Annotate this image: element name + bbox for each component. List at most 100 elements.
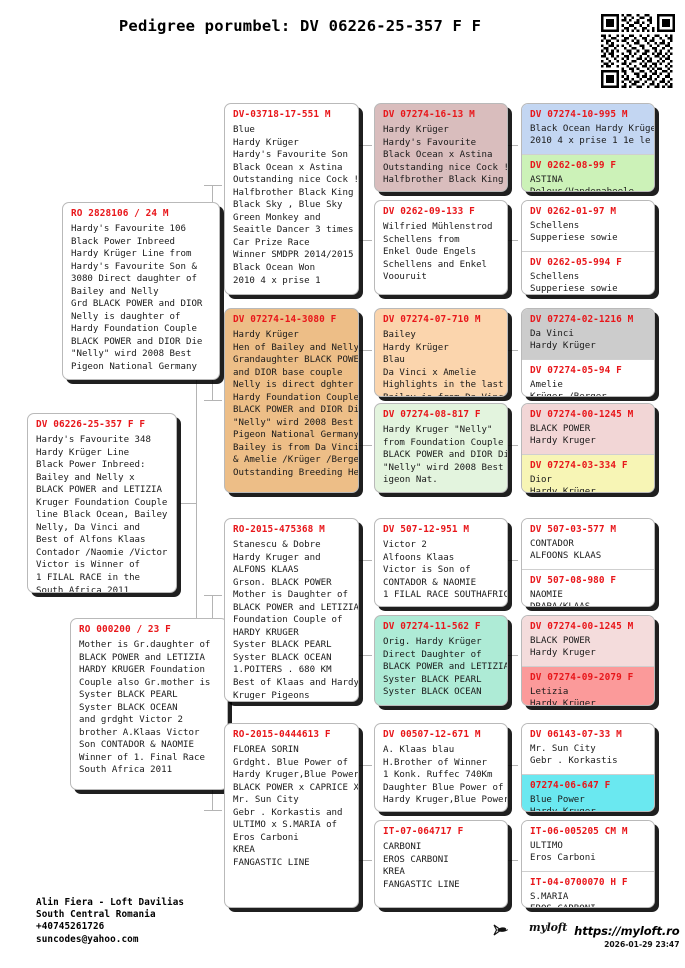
gen4-card-bottom[interactable]: DV 07274-09-2079 F Letizia Hardy Krüger xyxy=(522,665,654,705)
pigeon-text: NAOMIE DRAPA/KLAAS xyxy=(530,589,590,606)
pigeon-text: BLACK POWER Hardy Kruger xyxy=(530,636,596,659)
pigeon-text: Dior Hardy Krüger xyxy=(530,474,596,493)
brand-name: myloft xyxy=(529,921,568,934)
gen3-card-7[interactable]: DV 00507-12-671 M A. Klaas blau H.Brothe… xyxy=(374,723,508,812)
pigeon-id: DV 06143-07-33 M xyxy=(530,729,622,740)
gen3-card-6[interactable]: DV 07274-11-562 F Orig. Hardy Krüger Dir… xyxy=(374,615,508,706)
subject-id: DV 06226-25-357 F F xyxy=(36,419,146,430)
connector xyxy=(506,560,518,561)
pigeon-id: DV 0262-01-97 M xyxy=(530,206,617,217)
pigeon-text: Schellens Supperiese sowie xyxy=(530,221,618,244)
gen4-card-bottom[interactable]: IT-04-0700070 H F S.MARIA EROS CARBONI xyxy=(522,870,654,907)
connector xyxy=(358,240,372,241)
pigeon-text: Black Ocean Hardy Krüger 2010 4 x prise … xyxy=(530,124,654,147)
pigeon-id: RO 2828106 / 24 M xyxy=(71,208,169,219)
gen4-card-bottom[interactable]: DV 0262-08-99 F ASTINA Deleus/Vandenabee… xyxy=(522,153,654,191)
gen3-card-5[interactable]: DV 507-12-951 M Victor 2 Alfoons Klaas V… xyxy=(374,518,508,607)
connector xyxy=(196,503,197,700)
gen3-card-4[interactable]: DV 07274-08-817 F Hardy Kruger "Nelly" f… xyxy=(374,403,508,493)
pigeon-text: Mr. Sun City Gebr . Korkastis xyxy=(530,744,618,767)
gen4-card-bottom[interactable]: DV 507-08-980 F NAOMIE DRAPA/KLAAS xyxy=(522,568,654,606)
pigeon-text: Blue Power Hardy Kruger xyxy=(530,794,596,811)
connector xyxy=(358,350,372,351)
gen4-card-top[interactable]: IT-06-005205 CM M ULTIMO Eros Carboni xyxy=(522,821,654,871)
pigeon-text: Da Vinci Hardy Krüger xyxy=(530,329,596,352)
pigeon-text: FLOREA SORIN Grdght. Blue Power of Hardy… xyxy=(233,745,359,868)
pigeon-id: DV 07274-00-1245 M xyxy=(530,409,634,420)
pigeon-text: Hardy Krüger Hardy's Favourite Black Oce… xyxy=(383,125,507,186)
pigeon-id: DV 07274-07-710 M xyxy=(383,314,481,325)
connector xyxy=(506,765,518,766)
connector xyxy=(204,810,222,811)
pigeon-text: Stanescu & Dobre Hardy Kruger and ALFONS… xyxy=(233,540,359,701)
gen1-card-dam[interactable]: RO 000200 / 23 F Mother is Gr.daughter o… xyxy=(70,618,228,790)
gen3-card-8[interactable]: IT-07-064717 F CARBONI EROS CARBONI KREA… xyxy=(374,820,508,908)
gen4-pair-5[interactable]: DV 507-03-577 M CONTADOR ALFOONS KLAAS D… xyxy=(521,518,655,607)
site-credit: myloft https://myloft.ro 2026-01-29 23:4… xyxy=(492,920,680,949)
page-title: Pedigree porumbel: DV 06226-25-357 F F xyxy=(118,17,482,35)
gen4-pair-8[interactable]: IT-06-005205 CM M ULTIMO Eros Carboni IT… xyxy=(521,820,655,908)
gen1-card-sire[interactable]: RO 2828106 / 24 M Hardy's Favourite 106 … xyxy=(62,202,220,380)
connector xyxy=(358,765,372,766)
pigeon-id: DV 07274-11-562 F xyxy=(383,621,481,632)
owner-contact: Alin Fiera - Loft Davilias South Central… xyxy=(36,897,185,945)
pigeon-text: S.MARIA EROS CARBONI xyxy=(530,891,596,907)
pigeon-text: A. Klaas blau H.Brother of Winner 1 Konk… xyxy=(383,745,508,806)
gen4-pair-3[interactable]: DV 07274-02-1216 M Da Vinci Hardy Krüger… xyxy=(521,308,655,397)
gen4-card-top[interactable]: DV 06143-07-33 M Mr. Sun City Gebr . Kor… xyxy=(522,724,654,774)
pigeon-id: DV 0262-05-994 F xyxy=(530,256,622,268)
connector xyxy=(506,860,518,861)
pigeon-id: DV 07274-16-13 M xyxy=(383,109,475,120)
gen4-pair-7[interactable]: DV 06143-07-33 M Mr. Sun City Gebr . Kor… xyxy=(521,723,655,812)
site-url[interactable]: https://myloft.ro xyxy=(574,924,680,938)
pigeon-id: RO-2015-475368 M xyxy=(233,524,325,535)
pigeon-text: Bailey Hardy Krüger Blau Da Vinci x Amel… xyxy=(383,330,507,396)
pigeon-id: DV 07274-00-1245 M xyxy=(530,621,634,632)
pigeon-text: Schellens Supperiese sowie xyxy=(530,271,618,295)
pigeon-id: IT-07-064717 F xyxy=(383,826,464,837)
subject-card[interactable]: DV 06226-25-357 F F Hardy's Favourite 34… xyxy=(27,413,177,593)
connector xyxy=(506,350,518,351)
gen4-card-top[interactable]: DV 07274-10-995 M Black Ocean Hardy Krüg… xyxy=(522,104,654,154)
connector xyxy=(204,595,222,596)
gen3-card-1[interactable]: DV 07274-16-13 M Hardy Krüger Hardy's Fa… xyxy=(374,103,508,192)
connector xyxy=(358,145,372,146)
gen4-card-bottom[interactable]: DV 0262-05-994 F Schellens Supperiese so… xyxy=(522,250,654,295)
gen4-card-top[interactable]: DV 07274-00-1245 M BLACK POWER Hardy Kru… xyxy=(522,616,654,666)
connector xyxy=(358,860,372,861)
gen4-card-top[interactable]: DV 07274-02-1216 M Da Vinci Hardy Krüger xyxy=(522,309,654,359)
gen2-card-2[interactable]: DV 07274-14-3080 F Hardy Krüger Hen of B… xyxy=(224,308,359,493)
pigeon-text: Wilfried Mühlenstrod Schellens from Enke… xyxy=(383,222,493,283)
connector xyxy=(506,445,518,446)
pigeon-text: Orig. Hardy Krüger Direct Daughter of BL… xyxy=(383,637,508,698)
dove-logo-icon xyxy=(492,922,522,938)
gen4-pair-1[interactable]: DV 07274-10-995 M Black Ocean Hardy Krüg… xyxy=(521,103,655,192)
qr-code-icon xyxy=(601,14,675,88)
gen4-card-top[interactable]: DV 0262-01-97 M Schellens Supperiese sow… xyxy=(522,201,654,251)
gen2-card-3[interactable]: RO-2015-475368 M Stanescu & Dobre Hardy … xyxy=(224,518,359,702)
gen3-card-3[interactable]: DV 07274-07-710 M Bailey Hardy Krüger Bl… xyxy=(374,308,508,397)
gen2-card-1[interactable]: DV-03718-17-551 M Blue Hardy Krüger Hard… xyxy=(224,103,359,295)
pigeon-text: ASTINA Deleus/Vandenabeele xyxy=(530,174,634,191)
gen4-card-top[interactable]: DV 07274-00-1245 M BLACK POWER Hardy Kru… xyxy=(522,404,654,454)
subject-text: Hardy's Favourite 348 Hardy Krüger Line … xyxy=(36,435,168,593)
url-block: https://myloft.ro 2026-01-29 23:47 xyxy=(574,920,679,949)
pigeon-id: DV 07274-14-3080 F xyxy=(233,314,337,325)
gen3-card-2[interactable]: DV 0262-09-133 F Wilfried Mühlenstrod Sc… xyxy=(374,200,508,295)
pigeon-id: DV 07274-03-334 F xyxy=(530,459,628,471)
gen4-pair-2[interactable]: DV 0262-01-97 M Schellens Supperiese sow… xyxy=(521,200,655,295)
gen4-pair-4[interactable]: DV 07274-00-1245 M BLACK POWER Hardy Kru… xyxy=(521,403,655,493)
pigeon-text: Blue Hardy Krüger Hardy's Favourite Son … xyxy=(233,125,359,286)
gen4-card-top[interactable]: DV 507-03-577 M CONTADOR ALFOONS KLAAS xyxy=(522,519,654,569)
gen4-card-bottom[interactable]: DV 07274-03-334 F Dior Hardy Krüger xyxy=(522,453,654,493)
connector xyxy=(506,145,518,146)
gen4-pair-6[interactable]: DV 07274-00-1245 M BLACK POWER Hardy Kru… xyxy=(521,615,655,706)
gen4-card-bottom[interactable]: DV 07274-05-94 F Amelie Krüger /Berger xyxy=(522,358,654,396)
gen4-card-bottom[interactable]: 07274-06-647 F Blue Power Hardy Kruger xyxy=(522,773,654,811)
generated-timestamp: 2026-01-29 23:47 xyxy=(604,940,680,949)
pigeon-id: DV 07274-10-995 M xyxy=(530,109,628,120)
pigeon-text: Mother is Gr.daughter of BLACK POWER and… xyxy=(79,640,211,776)
pigeon-id: DV 00507-12-671 M xyxy=(383,729,481,740)
pigeon-id: DV 0262-09-133 F xyxy=(383,206,475,217)
gen2-card-4[interactable]: RO-2015-0444613 F FLOREA SORIN Grdght. B… xyxy=(224,723,359,908)
